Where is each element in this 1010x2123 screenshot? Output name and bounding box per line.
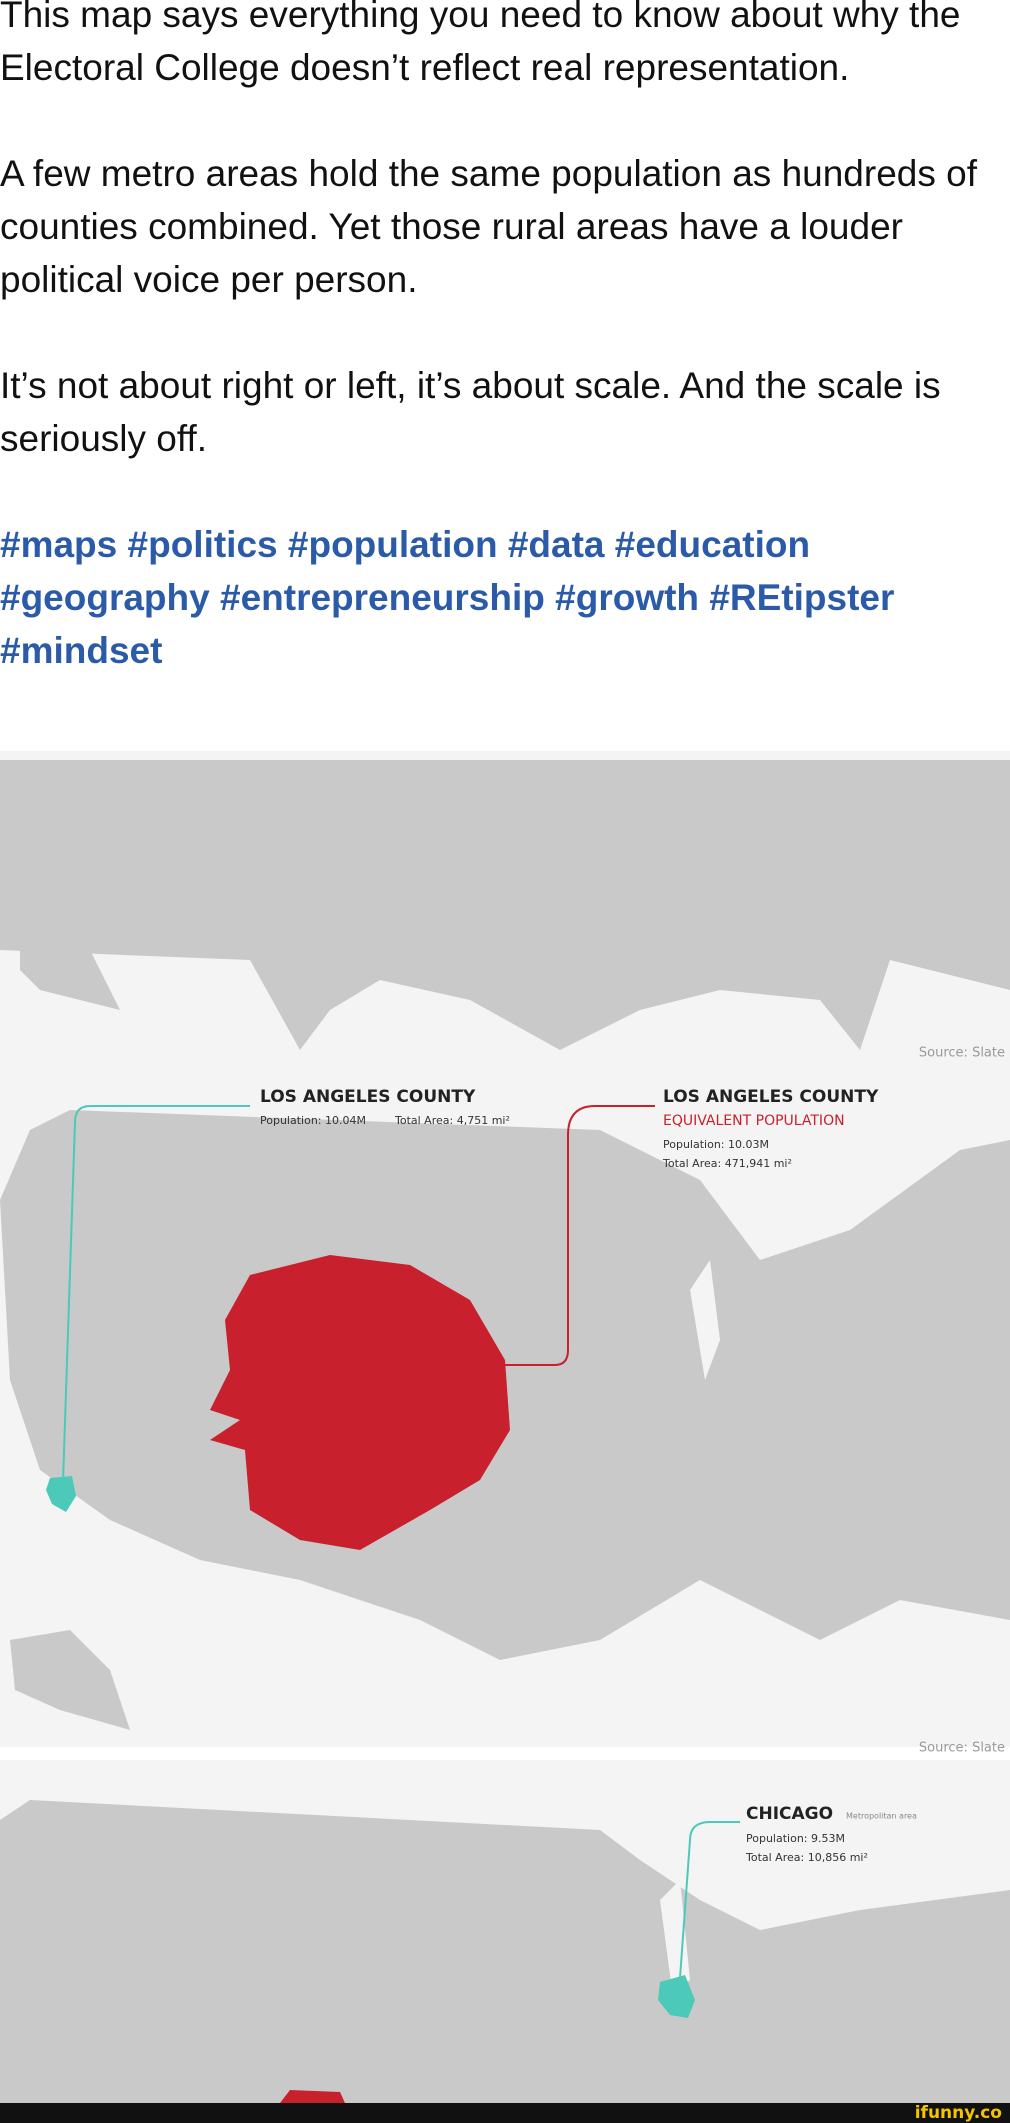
label: Total Area: 4,751 mi² xyxy=(394,1114,510,1127)
lake xyxy=(660,1880,690,1990)
la-county xyxy=(46,1476,76,1512)
hashtag[interactable]: #politics xyxy=(127,524,278,565)
hashtags: #maps #politics #population #data #educa… xyxy=(0,518,1010,677)
paragraph: It’s not about right or left, it’s about… xyxy=(0,365,941,459)
lake xyxy=(690,1260,720,1380)
leader-line xyxy=(679,1821,740,1979)
hashtag[interactable]: #geography xyxy=(0,577,210,618)
hashtag[interactable]: #REtipster xyxy=(709,577,895,618)
paragraph: A few metro areas hold the same populati… xyxy=(0,153,977,300)
alaska xyxy=(10,1630,130,1730)
label: Metropolitan area xyxy=(846,1812,917,1821)
post-text: This map says everything you need to kno… xyxy=(0,0,1010,730)
chicago-area xyxy=(658,1975,695,2018)
source: Source: Slate xyxy=(919,1046,1005,1061)
hashtag[interactable]: #data xyxy=(507,524,605,565)
label: EQUIVALENT POPULATION xyxy=(663,1113,845,1129)
label: Total Area: 471,941 mi² xyxy=(662,1157,792,1170)
equivalent-counties xyxy=(280,2090,345,2103)
label: Population: 10.03M xyxy=(663,1138,769,1151)
leader-line xyxy=(505,1105,655,1366)
source: Source: Slate xyxy=(919,1741,1005,1756)
label-title: LOS ANGELES COUNTY xyxy=(260,1087,476,1107)
label: Total Area: 10,856 mi² xyxy=(745,1851,868,1864)
land xyxy=(0,760,1010,1050)
footer-bar xyxy=(0,2103,1010,2123)
label-title: CHICAGO xyxy=(746,1804,833,1824)
hashtag[interactable]: #growth xyxy=(555,577,700,618)
label-title: LOS ANGELES COUNTY xyxy=(663,1087,879,1107)
hashtag[interactable]: #mindset xyxy=(0,630,163,671)
paragraph: This map says everything you need to kno… xyxy=(0,0,961,88)
label: Population: 9.53M xyxy=(746,1832,845,1845)
label: Population: 10.04M xyxy=(260,1114,366,1127)
hashtag[interactable]: #entrepreneurship xyxy=(220,577,545,618)
equivalent-counties xyxy=(210,1255,510,1550)
watermark: ifunny.co xyxy=(915,2103,1002,2123)
land xyxy=(0,1800,1010,2103)
hashtag[interactable]: #population xyxy=(287,524,498,565)
leader-line xyxy=(62,1105,250,1483)
hashtag[interactable]: #maps xyxy=(0,524,118,565)
alaska xyxy=(20,920,120,1010)
hashtag[interactable]: #education xyxy=(614,524,811,565)
